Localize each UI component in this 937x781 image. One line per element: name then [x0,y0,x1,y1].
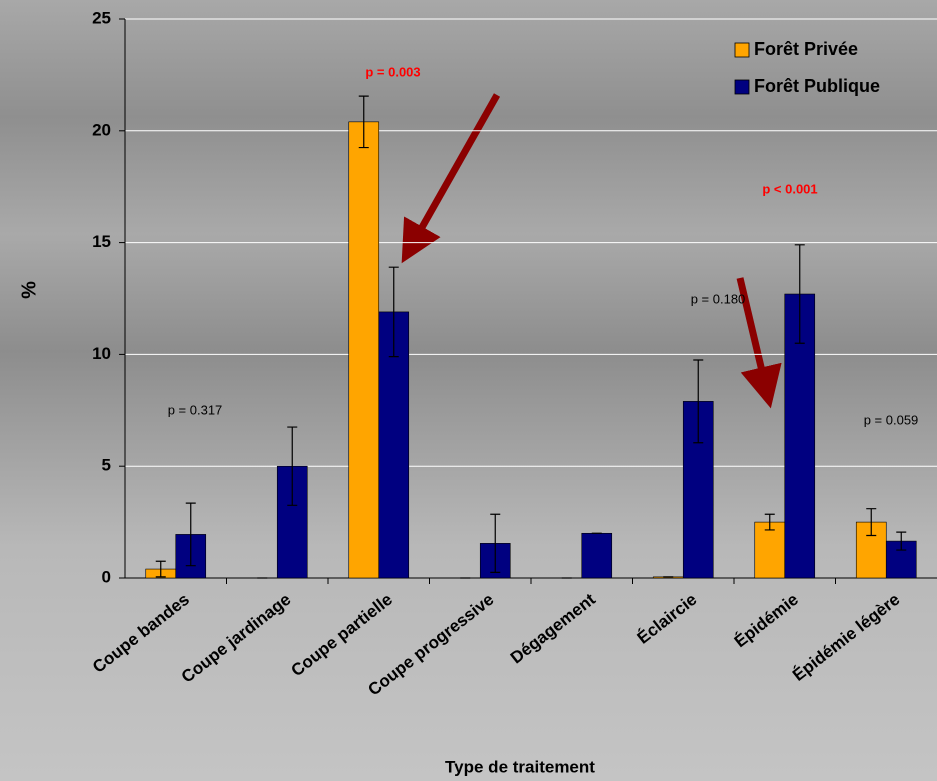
x-axis-label: Type de traitement [445,757,595,776]
annotation: p = 0.003 [365,64,420,79]
error-bar [693,359,704,444]
annotation: p = 0.180 [691,291,746,306]
error-bar [388,266,399,358]
error-bar [155,560,166,578]
error-bar [185,502,196,567]
legend-label: Forêt Publique [754,76,880,96]
bar [682,401,714,579]
legend-swatch [734,42,750,58]
bar [348,121,380,579]
annotation: p = 0.317 [168,402,223,417]
annotation: p = 0.059 [864,412,919,427]
error-bar [490,513,501,574]
error-bar [866,508,877,537]
y-axis-label: % [18,281,40,299]
error-bar [358,95,369,149]
error-bar [287,426,298,506]
y-tick-label: 20 [92,120,111,139]
bar [581,532,613,579]
y-tick-label: 25 [92,8,111,27]
error-bar [794,244,805,344]
y-tick-label: 15 [92,232,111,251]
y-tick-label: 0 [102,567,111,586]
error-bar [764,513,775,531]
bar [754,521,786,579]
y-tick-label: 10 [92,344,111,363]
legend-swatch [734,79,750,95]
arrow [736,277,782,409]
arrow [401,93,501,264]
y-tick-label: 5 [102,456,111,475]
annotation: p < 0.001 [762,181,817,196]
error-bar [896,531,907,551]
legend-label: Forêt Privée [754,39,858,59]
